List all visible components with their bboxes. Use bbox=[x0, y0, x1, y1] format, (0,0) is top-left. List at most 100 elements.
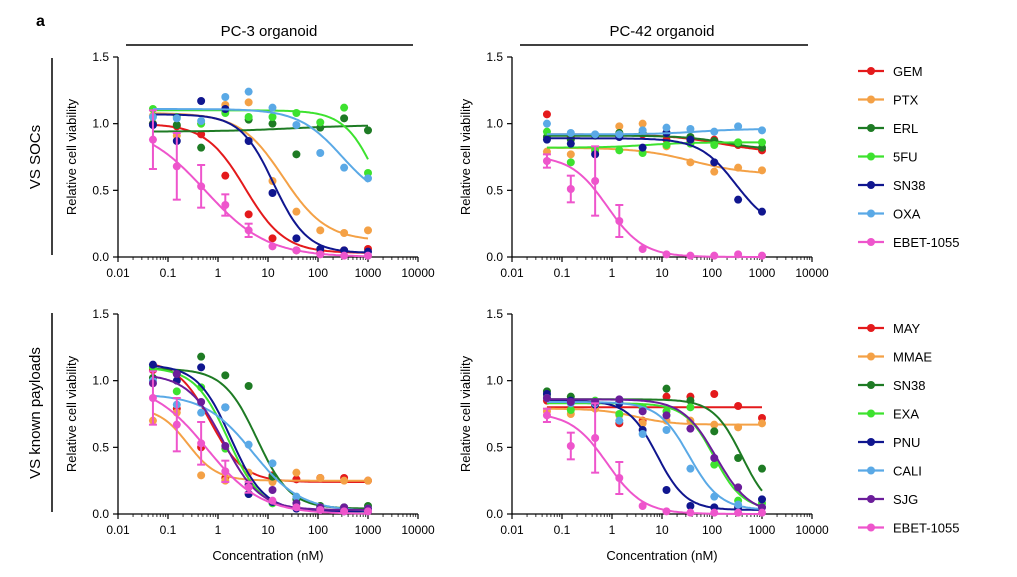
legend-label-oxa: OXA bbox=[893, 207, 921, 222]
data-point-5fu bbox=[566, 158, 575, 167]
data-point-ptx bbox=[686, 158, 695, 167]
data-point-sjg bbox=[172, 370, 181, 378]
fit-curve-sn38 bbox=[152, 113, 368, 254]
data-point-ebet-1055 bbox=[340, 507, 349, 516]
row-label-payloads: VS known payloads bbox=[27, 347, 44, 479]
column-header-pc3: PC-3 organoid bbox=[221, 23, 318, 40]
data-point-ptx bbox=[340, 229, 349, 237]
data-point-ebet-1055 bbox=[292, 503, 301, 512]
data-point-sjg bbox=[615, 395, 624, 404]
data-point-sn38 bbox=[244, 137, 253, 145]
data-point-sn38 bbox=[710, 158, 719, 167]
data-point-ebet-1055 bbox=[591, 177, 600, 185]
data-point-ebet-1055 bbox=[638, 245, 647, 253]
data-point-mmae bbox=[758, 419, 766, 428]
legend-label-exa: EXA bbox=[893, 407, 919, 422]
data-point-may bbox=[710, 390, 719, 398]
data-point-erl bbox=[268, 119, 277, 128]
data-point-gem bbox=[244, 210, 253, 219]
y-axis-label: Relative cell viability bbox=[458, 355, 473, 472]
data-point-sn38 bbox=[686, 135, 695, 144]
data-point-pnu bbox=[758, 495, 766, 504]
data-point-ptx bbox=[615, 122, 624, 131]
data-point-sjg bbox=[197, 398, 206, 406]
data-point-ebet-1055 bbox=[686, 251, 695, 260]
data-point-sjg bbox=[638, 407, 647, 416]
data-point-ebet-1055 bbox=[244, 226, 253, 235]
data-point-ptx bbox=[292, 207, 301, 216]
data-point-ebet-1055 bbox=[758, 508, 766, 517]
x-axis-label: Concentration (nM) bbox=[212, 548, 323, 563]
x-tick-label: 1 bbox=[609, 266, 616, 280]
fit-curve-ebet-1055 bbox=[152, 398, 369, 515]
data-point-sjg bbox=[268, 486, 277, 494]
x-tick-label: 100 bbox=[702, 523, 722, 537]
data-point-oxa bbox=[340, 163, 349, 172]
x-tick-label: 0.1 bbox=[554, 266, 571, 280]
data-point-cali bbox=[615, 416, 624, 425]
data-point-oxa bbox=[292, 121, 301, 129]
data-point-oxa bbox=[268, 103, 277, 112]
x-tick-label: 1000 bbox=[355, 266, 382, 280]
fit-curve-erl bbox=[152, 124, 369, 133]
fit-curve-sjg bbox=[152, 375, 369, 511]
data-point-ebet-1055 bbox=[542, 157, 551, 165]
data-point-ptx bbox=[364, 226, 372, 235]
data-point-oxa bbox=[244, 87, 253, 96]
x-tick-label: 0.01 bbox=[106, 523, 130, 537]
data-point-cali bbox=[268, 459, 277, 468]
data-point-ebet-1055 bbox=[221, 467, 230, 476]
legend-label-ptx: PTX bbox=[893, 93, 919, 108]
data-point-sn38 bbox=[734, 195, 743, 204]
data-point-ebet-1055 bbox=[758, 251, 766, 260]
fit-curve-may bbox=[152, 363, 368, 483]
legend-marker-sjg bbox=[867, 495, 875, 503]
data-point-oxa bbox=[221, 93, 230, 101]
legend-marker-mmae bbox=[867, 352, 875, 361]
fit-curve-oxa bbox=[152, 108, 369, 183]
data-point-5fu bbox=[244, 113, 253, 121]
fit-curve-oxa bbox=[546, 128, 762, 136]
fit-curve-exa bbox=[546, 402, 763, 508]
data-point-sjg bbox=[662, 411, 671, 420]
x-tick-label: 0.01 bbox=[106, 266, 130, 280]
data-point-ebet-1055 bbox=[244, 483, 253, 492]
x-axis-label: Concentration (nM) bbox=[606, 548, 717, 563]
data-point-sjg bbox=[734, 483, 743, 492]
legend-marker-pnu bbox=[867, 438, 875, 446]
data-point-ptx bbox=[316, 226, 325, 235]
fit-curve-sjg bbox=[546, 398, 763, 509]
y-tick-label: 1.0 bbox=[92, 117, 109, 131]
data-point-ebet-1055 bbox=[316, 250, 325, 259]
legend-marker-ptx bbox=[867, 95, 875, 104]
x-tick-label: 100 bbox=[308, 266, 328, 280]
fit-curve-ebet-1055 bbox=[546, 415, 762, 515]
x-tick-label: 1000 bbox=[749, 266, 776, 280]
fit-curve-5fu bbox=[546, 141, 762, 149]
data-point-exa bbox=[710, 460, 719, 469]
data-point-oxa bbox=[615, 130, 624, 139]
column-header-pc42: PC-42 organoid bbox=[609, 23, 714, 40]
data-point-sjg bbox=[566, 398, 575, 406]
y-tick-label: 0.0 bbox=[92, 250, 109, 264]
x-tick-label: 100 bbox=[702, 266, 722, 280]
data-point-5fu bbox=[292, 109, 301, 117]
data-point-gem bbox=[221, 171, 230, 180]
data-point-ebet-1055 bbox=[638, 502, 647, 510]
data-point-sn38 bbox=[638, 143, 647, 152]
data-point-cali bbox=[686, 464, 695, 473]
data-point-gem bbox=[542, 110, 551, 119]
data-point-cali bbox=[638, 430, 647, 438]
legend-payloads: MAY MMAE SN38 EXA PNU CALI SJG EBET-1055 bbox=[858, 321, 960, 536]
data-point-sjg bbox=[710, 454, 719, 462]
data-point-5fu bbox=[268, 113, 277, 121]
data-point-ebet-1055 bbox=[566, 442, 575, 450]
data-point-ebet-1055 bbox=[710, 251, 719, 260]
fit-curve-pnu bbox=[152, 365, 368, 513]
data-point-mmae bbox=[710, 420, 719, 429]
x-tick-label: 0.01 bbox=[500, 266, 524, 280]
legend-marker-sn38 bbox=[867, 381, 875, 389]
legend-label-mmae: MMAE bbox=[893, 350, 932, 365]
data-point-mmae bbox=[292, 468, 301, 477]
data-point-sn38 bbox=[686, 396, 695, 405]
